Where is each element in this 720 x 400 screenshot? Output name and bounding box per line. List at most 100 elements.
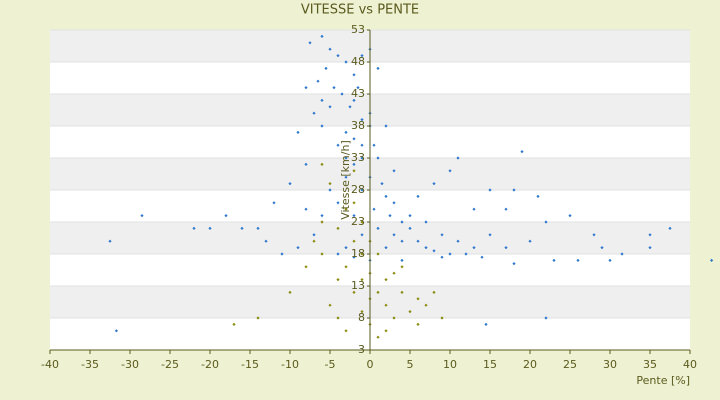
point [352,137,356,141]
point [384,329,388,333]
x-tick-label: -40 [41,358,59,371]
point [352,214,356,218]
point [320,214,324,218]
point [464,252,468,256]
point [432,290,436,294]
point [376,66,380,70]
point [328,303,332,307]
y-tick-label: 23 [351,215,365,228]
point [192,226,196,230]
x-tick-label: -25 [161,358,179,371]
point [376,335,380,339]
point [536,194,540,198]
point [648,246,652,250]
point [344,175,348,179]
point [328,47,332,51]
y-tick-label: 43 [351,87,365,100]
point [488,233,492,237]
point [592,233,596,237]
y-tick-label: 3 [358,343,365,356]
point [440,233,444,237]
point [648,233,652,237]
point [348,105,352,109]
point [344,265,348,269]
point [224,214,228,218]
point [360,188,364,192]
point [504,207,508,211]
point [384,278,388,282]
chart-title: VITESSE vs PENTE [301,3,419,18]
point [416,239,420,243]
point [304,207,308,211]
x-tick-label: -15 [241,358,259,371]
y-axis-label: Vitesse [km/h] [339,140,352,220]
point [208,226,212,230]
point [280,252,284,256]
point [312,233,316,237]
x-axis-label: Pente [%] [636,374,690,387]
point [352,169,356,173]
x-tick-label: 5 [407,358,414,371]
point [344,156,348,160]
point [336,278,340,282]
point [304,86,308,90]
point [308,41,312,45]
point [360,54,364,58]
point [140,214,144,218]
point [448,252,452,256]
point [372,207,376,211]
point [416,322,420,326]
point [392,271,396,275]
point [456,239,460,243]
point [424,220,428,224]
point [400,290,404,294]
point [360,118,364,122]
point [408,226,412,230]
x-tick-label: 35 [643,358,657,371]
point [360,143,364,147]
series [108,34,714,333]
point [668,226,672,230]
point [344,207,348,211]
point [620,252,624,256]
x-tick-label: -30 [121,358,139,371]
point [332,86,336,90]
point [320,34,324,38]
point [440,255,444,259]
point [114,329,118,333]
point [288,182,292,186]
point [388,214,392,218]
point [352,201,356,205]
point [408,214,412,218]
point [360,156,364,160]
point [576,258,580,262]
point [456,156,460,160]
point [264,239,268,243]
point [108,239,112,243]
point [360,220,364,224]
series [232,162,444,339]
point [544,220,548,224]
point [448,169,452,173]
point [472,246,476,250]
point [552,258,556,262]
point [328,105,332,109]
point [432,182,436,186]
point [320,220,324,224]
point [352,162,356,166]
point [352,255,356,259]
point [376,226,380,230]
point [352,290,356,294]
point [256,316,260,320]
point [600,246,604,250]
point [424,246,428,250]
x-tick-label: -35 [81,358,99,371]
y-tick-label: 53 [351,23,365,36]
point [392,233,396,237]
y-tick-label: 28 [351,183,365,196]
point [296,130,300,134]
point [528,239,532,243]
x-tick-label: -5 [325,358,336,371]
point [344,60,348,64]
